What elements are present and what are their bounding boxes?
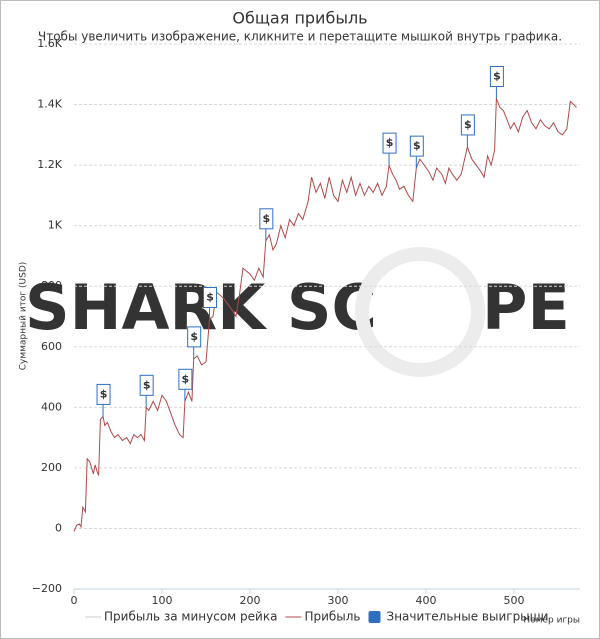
x-tick-label: 500 <box>504 594 525 607</box>
watermark-scope <box>355 247 485 377</box>
flag-box <box>259 208 274 230</box>
flag: $ <box>178 368 193 402</box>
flag-box <box>382 132 397 154</box>
x-tick-label: 200 <box>240 594 261 607</box>
flag-box <box>178 368 193 390</box>
legend-label: Прибыль за минусом рейка <box>104 610 277 624</box>
legend-label: Прибыль <box>304 610 360 624</box>
y-tick-label: −200 <box>32 582 62 595</box>
flag: $ <box>139 374 154 408</box>
y-tick-label: 1.4K <box>37 98 62 111</box>
y-tick-label: 200 <box>41 461 62 474</box>
flag: $ <box>460 114 475 147</box>
x-tick-label: 400 <box>416 594 437 607</box>
x-tick-label: 0 <box>71 594 78 607</box>
x-axis-label: Номер игры <box>523 616 580 626</box>
flag-box <box>96 383 111 405</box>
flag-box <box>203 287 218 309</box>
y-tick-label: 1.6K <box>37 37 62 50</box>
legend-swatch <box>368 611 381 623</box>
watermark-text: PE <box>482 271 570 344</box>
y-tick-label: 1.2K <box>37 158 62 171</box>
y-tick-label: 600 <box>41 340 62 353</box>
y-axis-label: Суммарный итог (USD) <box>19 262 29 371</box>
flag-box <box>409 135 424 157</box>
flag-label: $ <box>263 212 271 225</box>
flag: $ <box>187 326 202 359</box>
flag-label: $ <box>386 136 394 149</box>
y-tick-label: 400 <box>41 400 62 413</box>
flag-box <box>139 374 154 396</box>
flag-label: $ <box>100 387 108 400</box>
flag: $ <box>203 287 218 320</box>
flag-label: $ <box>493 70 501 83</box>
chart-title: Общая прибыль <box>232 9 367 28</box>
flag-box <box>187 326 202 348</box>
flag-label: $ <box>190 330 198 343</box>
flag: $ <box>96 383 111 417</box>
flag-label: $ <box>206 291 214 304</box>
y-tick-label: 0 <box>55 521 62 534</box>
flag-label: $ <box>182 372 190 385</box>
x-tick-label: 300 <box>328 594 349 607</box>
flag-box <box>460 114 475 136</box>
flag-label: $ <box>413 139 421 152</box>
flag-label: $ <box>464 118 472 131</box>
y-tick-label: 1K <box>48 219 63 232</box>
flag-box <box>489 66 504 87</box>
flag: $ <box>489 66 504 99</box>
x-tick-label: 100 <box>152 594 173 607</box>
flag-label: $ <box>143 378 151 391</box>
y-tick-label: 800 <box>41 279 62 292</box>
flag: $ <box>259 208 274 241</box>
legend-label: Значительные выигрыши <box>387 610 549 624</box>
series-line <box>73 98 577 532</box>
flag: $ <box>382 132 397 166</box>
chart-subtitle: Чтобы увеличить изображение, кликните и … <box>38 30 562 44</box>
flag: $ <box>409 135 424 169</box>
